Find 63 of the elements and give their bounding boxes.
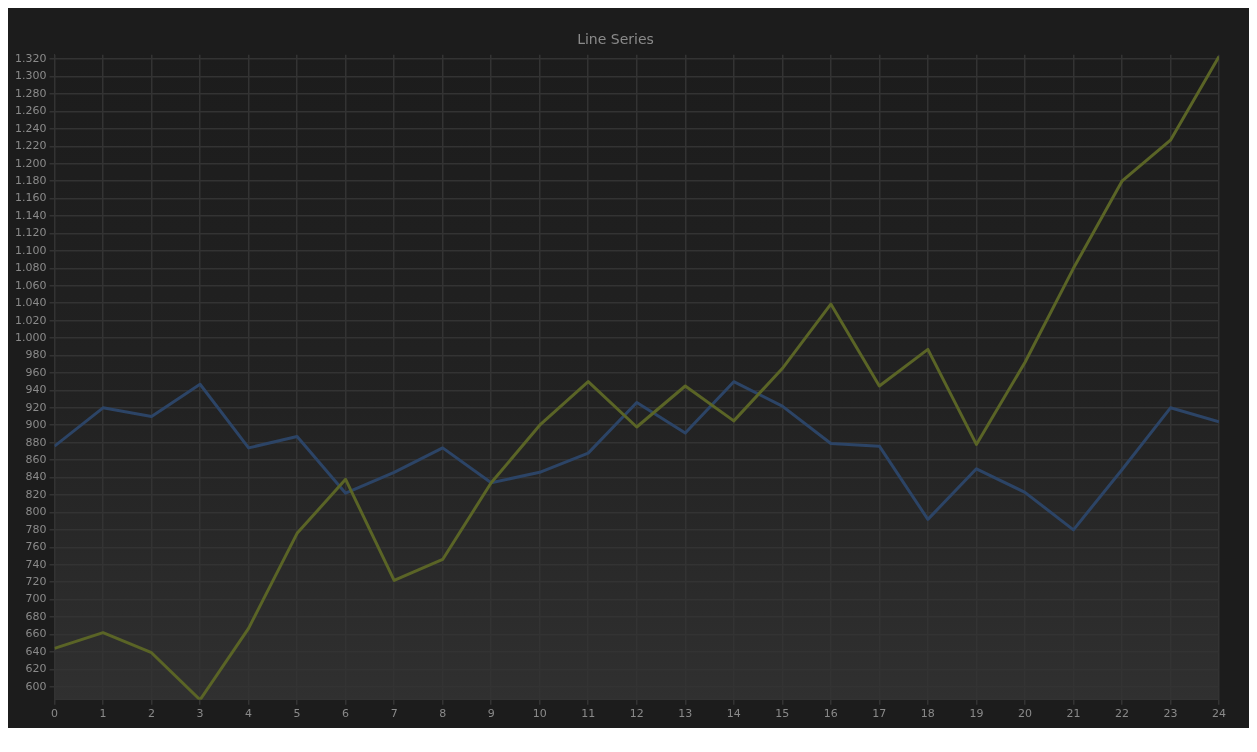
x-tick-label: 2: [148, 707, 156, 721]
y-tick-label: 660: [25, 627, 47, 641]
y-tick-label: 980: [25, 348, 47, 362]
y-tick-label: 840: [25, 470, 47, 484]
y-tick-label: 1.160: [14, 191, 47, 205]
y-tick-label: 620: [25, 662, 47, 676]
y-tick-label: 1.300: [14, 69, 47, 83]
y-tick-label: 600: [25, 679, 47, 693]
x-tick-label: 1: [99, 707, 107, 721]
y-tick-label: 1.040: [14, 296, 47, 310]
y-tick-label: 740: [25, 557, 47, 571]
y-tick-label: 1.000: [14, 330, 47, 344]
y-tick-label: 860: [25, 452, 47, 466]
y-tick-label: 700: [25, 592, 47, 606]
y-tick-label: 1.100: [14, 243, 47, 257]
y-tick-label: 640: [25, 644, 47, 658]
y-tick-label: 940: [25, 383, 47, 397]
y-tick-label: 1.080: [14, 261, 47, 275]
y-tick-label: 780: [25, 522, 47, 536]
y-tick-label: 680: [25, 609, 47, 623]
y-tick-label: 760: [25, 540, 47, 554]
x-tick-label: 8: [439, 707, 447, 721]
y-tick-label: 1.120: [14, 226, 47, 240]
y-tick-label: 1.140: [14, 208, 47, 222]
x-tick-label: 0: [50, 707, 58, 721]
x-tick-label: 3: [196, 707, 204, 721]
y-tick-label: 1.020: [14, 313, 47, 327]
y-tick-label: 1.260: [14, 104, 47, 118]
y-tick-label: 1.180: [14, 174, 47, 188]
x-tick-label: 13: [678, 707, 693, 721]
x-tick-label: 18: [920, 707, 935, 721]
x-tick-label: 4: [245, 707, 253, 721]
y-tick-label: 920: [25, 400, 47, 414]
x-tick-label: 12: [629, 707, 644, 721]
x-tick-label: 20: [1017, 707, 1032, 721]
y-tick-label: 1.240: [14, 121, 47, 135]
x-tick-label: 9: [487, 707, 495, 721]
x-tick-label: 19: [969, 707, 984, 721]
y-tick-label: 1.060: [14, 278, 47, 292]
y-tick-label: 1.320: [14, 52, 47, 66]
chart-title: Line Series: [577, 31, 654, 48]
y-tick-label: 900: [25, 418, 47, 432]
y-tick-label: 880: [25, 435, 47, 449]
x-tick-label: 16: [823, 707, 838, 721]
y-tick-label: 960: [25, 365, 47, 379]
y-tick-label: 820: [25, 487, 47, 501]
y-tick-label: 1.200: [14, 156, 47, 170]
y-tick-label: 1.280: [14, 86, 47, 100]
x-tick-label: 5: [293, 707, 301, 721]
x-tick-label: 15: [775, 707, 790, 721]
x-tick-label: 22: [1114, 707, 1129, 721]
x-tick-label: 17: [872, 707, 887, 721]
x-tick-label: 10: [532, 707, 547, 721]
y-tick-label: 720: [25, 574, 47, 588]
x-tick-label: 23: [1163, 707, 1178, 721]
x-tick-label: 21: [1066, 707, 1081, 721]
y-tick-label: 1.220: [14, 139, 47, 153]
x-tick-label: 14: [726, 707, 741, 721]
x-tick-label: 7: [390, 707, 398, 721]
x-tick-label: 11: [581, 707, 596, 721]
x-tick-label: 6: [342, 707, 350, 721]
x-tick-label: 24: [1212, 707, 1226, 721]
y-tick-label: 800: [25, 505, 47, 519]
